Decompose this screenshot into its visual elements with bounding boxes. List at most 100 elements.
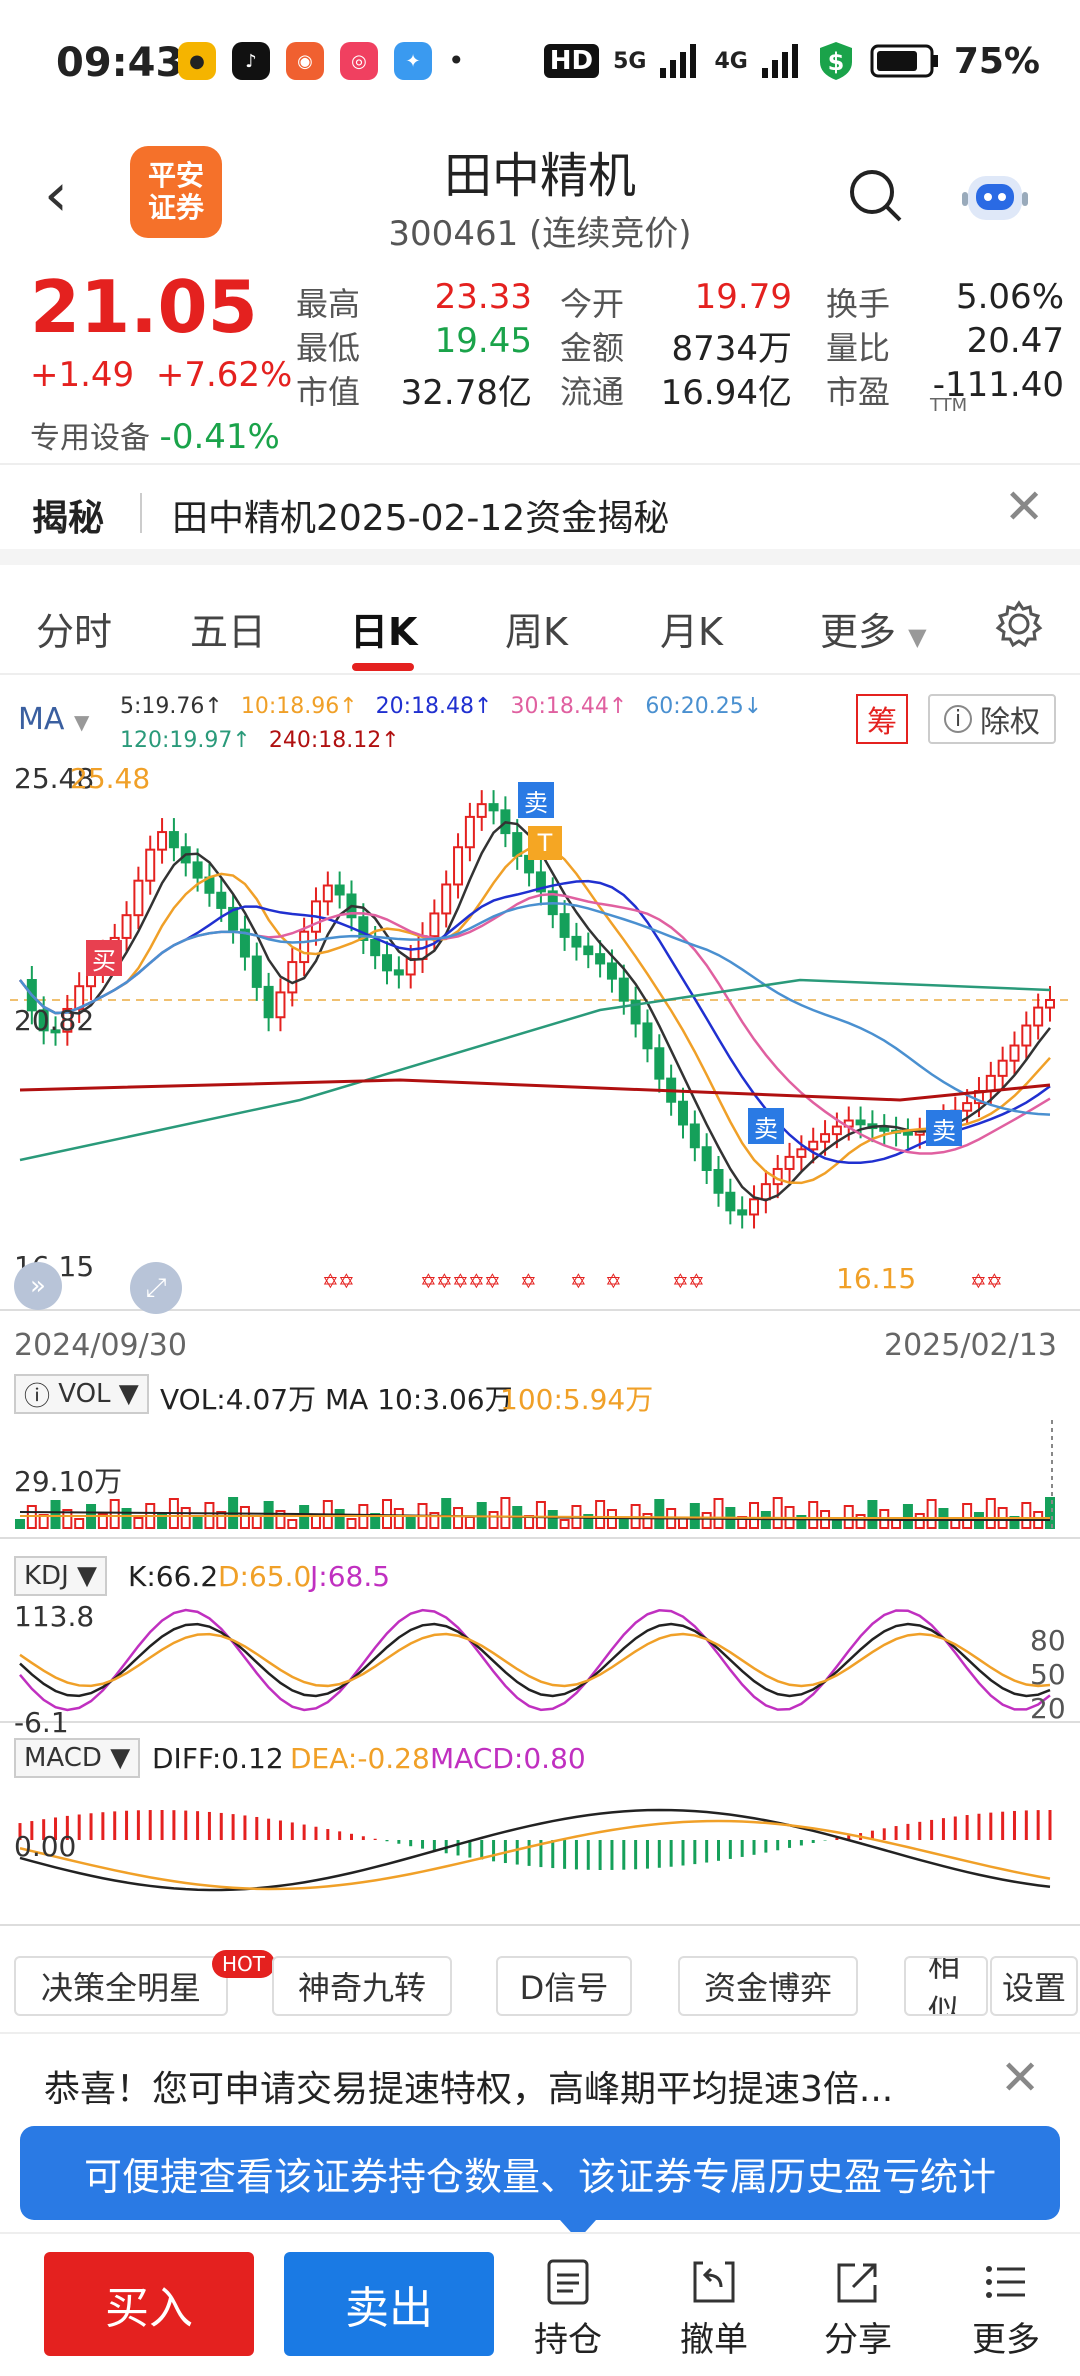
macd-value: MACD:0.80 bbox=[430, 1742, 586, 1775]
macd-indicator-selector[interactable]: MACD ▼ bbox=[14, 1738, 141, 1778]
active-tab-indicator bbox=[352, 663, 414, 671]
hd-icon: HD bbox=[543, 44, 600, 78]
gear-icon[interactable] bbox=[994, 599, 1044, 649]
volume-bar bbox=[1045, 1497, 1055, 1529]
t-signal-tag[interactable]: T bbox=[528, 826, 562, 860]
volume-bar bbox=[808, 1501, 819, 1529]
ma-legend-item: 120:19.97↑ bbox=[120, 728, 251, 753]
tab-five-day[interactable]: 五日 bbox=[190, 610, 267, 654]
similar-button[interactable]: 相似 bbox=[904, 1956, 988, 2016]
ma-legend: 5:19.76↑ 10:18.96↑ 20:18.48↑ 30:18.44↑ 60:20… bbox=[120, 690, 762, 758]
macd-diff: DIFF:0.12 bbox=[152, 1742, 284, 1775]
kdj-levels: 80 50 20 bbox=[1030, 1624, 1066, 1725]
position-tip-tooltip: 可便捷查看该证券持仓数量、该证券专属历史盈亏统计 bbox=[20, 2126, 1060, 2240]
close-icon[interactable]: ✕ bbox=[1004, 479, 1045, 535]
vol-indicator-selector[interactable]: ⓘ VOL ▼ bbox=[14, 1374, 149, 1414]
tab-monthly-k[interactable]: 月K bbox=[660, 610, 723, 654]
share-button[interactable]: 分享 bbox=[808, 2252, 908, 2361]
settings-button[interactable]: 设置 bbox=[990, 1956, 1078, 2016]
candle bbox=[157, 831, 168, 851]
search-icon[interactable] bbox=[846, 166, 906, 226]
volume-bar bbox=[251, 1515, 262, 1529]
vol-ma100-line bbox=[20, 1515, 1050, 1519]
d-signal-button[interactable]: D信号 bbox=[496, 1956, 632, 2016]
candle bbox=[405, 957, 416, 976]
stock-name: 田中精机 bbox=[443, 148, 636, 204]
more-button[interactable]: 更多 bbox=[956, 2252, 1056, 2361]
close-icon[interactable]: ✕ bbox=[1000, 2050, 1041, 2106]
sell-signal-tag[interactable]: 卖 bbox=[518, 782, 554, 818]
ma-legend-item: 5:19.76↑ bbox=[120, 694, 223, 719]
kline-chart-area[interactable]: ✡ ✡ ✡ ✡ ✡ ✡ ✡ ✡ ✡ ✡ ✡ ✡ ✡ ✡ MA ▼ 5:19.76↑ 10:18.96↑ 20:… bbox=[0, 680, 1080, 1950]
fullscreen-icon[interactable]: ⤢ bbox=[130, 1262, 182, 1314]
tool-button-row: 决策全明星 HOT 神奇九转 D信号 资金博弈 相似 设置 bbox=[0, 1944, 1080, 2034]
ex-rights-button[interactable]: i 除权 bbox=[928, 694, 1056, 744]
kdj-d-line bbox=[19, 1632, 1051, 1688]
reveal-banner[interactable]: 揭秘 田中精机2025-02-12资金揭秘 ✕ bbox=[0, 465, 1080, 565]
sell-button[interactable]: 卖出 bbox=[284, 2252, 494, 2356]
candle bbox=[512, 832, 523, 857]
reveal-text[interactable]: 田中精机2025-02-12资金揭秘 bbox=[172, 498, 670, 539]
holdings-button[interactable]: 持仓 bbox=[518, 2252, 618, 2361]
volume-bar bbox=[97, 1513, 108, 1529]
candle bbox=[855, 1119, 866, 1126]
fund-game-button[interactable]: 资金博弈 bbox=[678, 1956, 858, 2016]
sell-signal-tag[interactable]: 卖 bbox=[748, 1108, 784, 1144]
candle bbox=[228, 906, 239, 931]
tab-more[interactable]: 更多 ▼ bbox=[820, 610, 927, 654]
signal-icon bbox=[660, 44, 697, 78]
quote-value: 16.94亿 bbox=[660, 373, 792, 413]
ma-legend-item: 20:18.48↑ bbox=[375, 694, 493, 719]
candle bbox=[50, 1029, 61, 1034]
kdj-min: -6.1 bbox=[14, 1706, 69, 1739]
ma-selector[interactable]: MA ▼ bbox=[18, 702, 90, 737]
nine-turn-mark: ✡ bbox=[605, 1269, 622, 1293]
volume-bar bbox=[902, 1504, 913, 1529]
candle bbox=[583, 945, 594, 956]
decision-star-button[interactable]: 决策全明星 HOT bbox=[14, 1950, 275, 2016]
tab-daily-k[interactable]: 日K bbox=[350, 610, 418, 654]
candle bbox=[1021, 1024, 1032, 1047]
volume-bar bbox=[559, 1519, 570, 1529]
share-label: 分享 bbox=[824, 2320, 892, 2360]
y-mid-label: 20.82 bbox=[14, 1004, 95, 1037]
tab-weekly-k[interactable]: 周K bbox=[505, 610, 568, 654]
buy-button[interactable]: 买入 bbox=[44, 2252, 254, 2356]
sector-change[interactable]: 专用设备 -0.41% bbox=[30, 417, 280, 457]
app-notification-icon: ✦ bbox=[394, 42, 432, 80]
camera-app-icon: ◎ bbox=[340, 42, 378, 80]
candle bbox=[630, 999, 641, 1025]
volume-bar bbox=[62, 1509, 73, 1529]
volume-bar bbox=[831, 1519, 842, 1529]
sell-signal-tag[interactable]: 卖 bbox=[926, 1110, 962, 1146]
candle bbox=[263, 985, 274, 1019]
nine-turn-mark: ✡ bbox=[452, 1269, 469, 1293]
chip-distribution-button[interactable]: 筹 bbox=[856, 694, 908, 744]
ma-line bbox=[19, 879, 1051, 1164]
nine-turn-mark: ✡ bbox=[322, 1269, 339, 1293]
magic-nine-button[interactable]: 神奇九转 bbox=[272, 1956, 452, 2016]
nine-turn-mark: ✡ bbox=[436, 1269, 453, 1293]
tab-intraday[interactable]: 分时 bbox=[36, 610, 113, 654]
volume-bar bbox=[1021, 1502, 1032, 1529]
volume-bar bbox=[429, 1512, 440, 1529]
ma120-line bbox=[19, 978, 1051, 1162]
buy-signal-tag[interactable]: 买 bbox=[86, 940, 122, 976]
notice-text[interactable]: 恭喜！您可申请交易提速特权，高峰期平均提速3倍... bbox=[44, 2069, 894, 2110]
fast-forward-icon[interactable]: » bbox=[14, 1262, 62, 1310]
share-icon bbox=[837, 2263, 877, 2303]
candle bbox=[689, 1123, 700, 1149]
kdj-indicator-selector[interactable]: KDJ ▼ bbox=[14, 1556, 108, 1596]
candle bbox=[820, 1133, 831, 1143]
candle bbox=[677, 1100, 688, 1126]
candle bbox=[121, 914, 132, 939]
back-icon[interactable]: ‹ bbox=[44, 160, 68, 230]
volume-bar bbox=[464, 1516, 475, 1529]
volume-bar bbox=[701, 1512, 712, 1529]
candle bbox=[441, 883, 452, 915]
cancel-order-button[interactable]: 撤单 bbox=[664, 2252, 764, 2361]
robot-assistant-icon[interactable] bbox=[960, 164, 1030, 228]
nine-turn-mark: ✡ bbox=[570, 1269, 587, 1293]
speedup-notice[interactable]: 恭喜！您可申请交易提速特权，高峰期平均提速3倍... ✕ bbox=[0, 2036, 1080, 2136]
nine-turn-mark: ✡ bbox=[688, 1269, 705, 1293]
